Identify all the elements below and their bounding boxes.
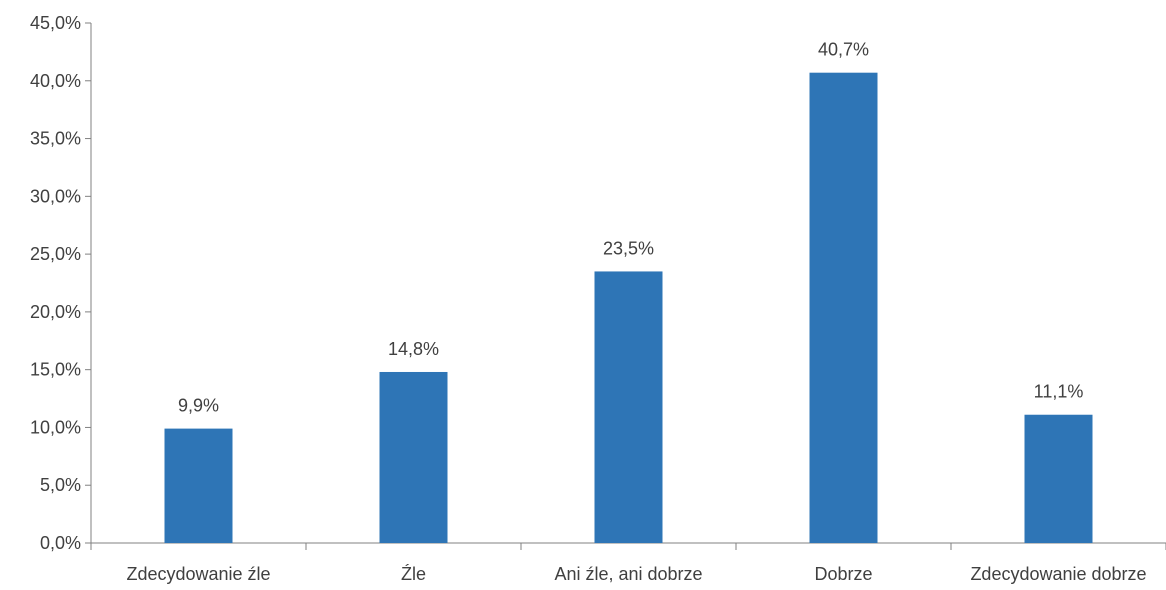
y-tick-label: 35,0% bbox=[30, 129, 81, 149]
y-tick-label: 15,0% bbox=[30, 360, 81, 380]
bars bbox=[164, 72, 1093, 543]
x-category-label: Zdecydowanie dobrze bbox=[970, 564, 1146, 584]
y-tick-label: 40,0% bbox=[30, 71, 81, 91]
x-axis: Zdecydowanie źle Źle Ani źle, ani dobrze Do… bbox=[90, 542, 1166, 584]
data-label: 40,7% bbox=[818, 40, 869, 60]
bar bbox=[1024, 414, 1093, 543]
bar bbox=[379, 371, 448, 543]
x-category-label: Dobrze bbox=[814, 564, 872, 584]
data-label: 9,9% bbox=[178, 396, 219, 416]
y-tick-label: 5,0% bbox=[40, 475, 81, 495]
x-category-label: Źle bbox=[401, 564, 426, 584]
y-tick-label: 10,0% bbox=[30, 417, 81, 437]
data-label: 23,5% bbox=[603, 238, 654, 258]
bar bbox=[809, 72, 878, 543]
y-tick-label: 20,0% bbox=[30, 302, 81, 322]
y-axis: 0,0% 5,0% 10,0% 15,0% 20,0% 25,0% 30,0% 35,0% 40… bbox=[30, 13, 92, 553]
y-tick-label: 45,0% bbox=[30, 13, 81, 33]
y-tick-label: 0,0% bbox=[40, 533, 81, 553]
y-tick-label: 30,0% bbox=[30, 186, 81, 206]
bar bbox=[164, 428, 233, 543]
bar bbox=[594, 271, 663, 543]
data-labels: 9,9% 14,8% 23,5% 40,7% 11,1% bbox=[178, 40, 1083, 416]
x-category-label: Zdecydowanie źle bbox=[126, 564, 270, 584]
data-label: 11,1% bbox=[1034, 382, 1084, 402]
x-category-label: Ani źle, ani dobrze bbox=[554, 564, 702, 584]
y-tick-label: 25,0% bbox=[30, 244, 81, 264]
data-label: 14,8% bbox=[388, 339, 439, 359]
